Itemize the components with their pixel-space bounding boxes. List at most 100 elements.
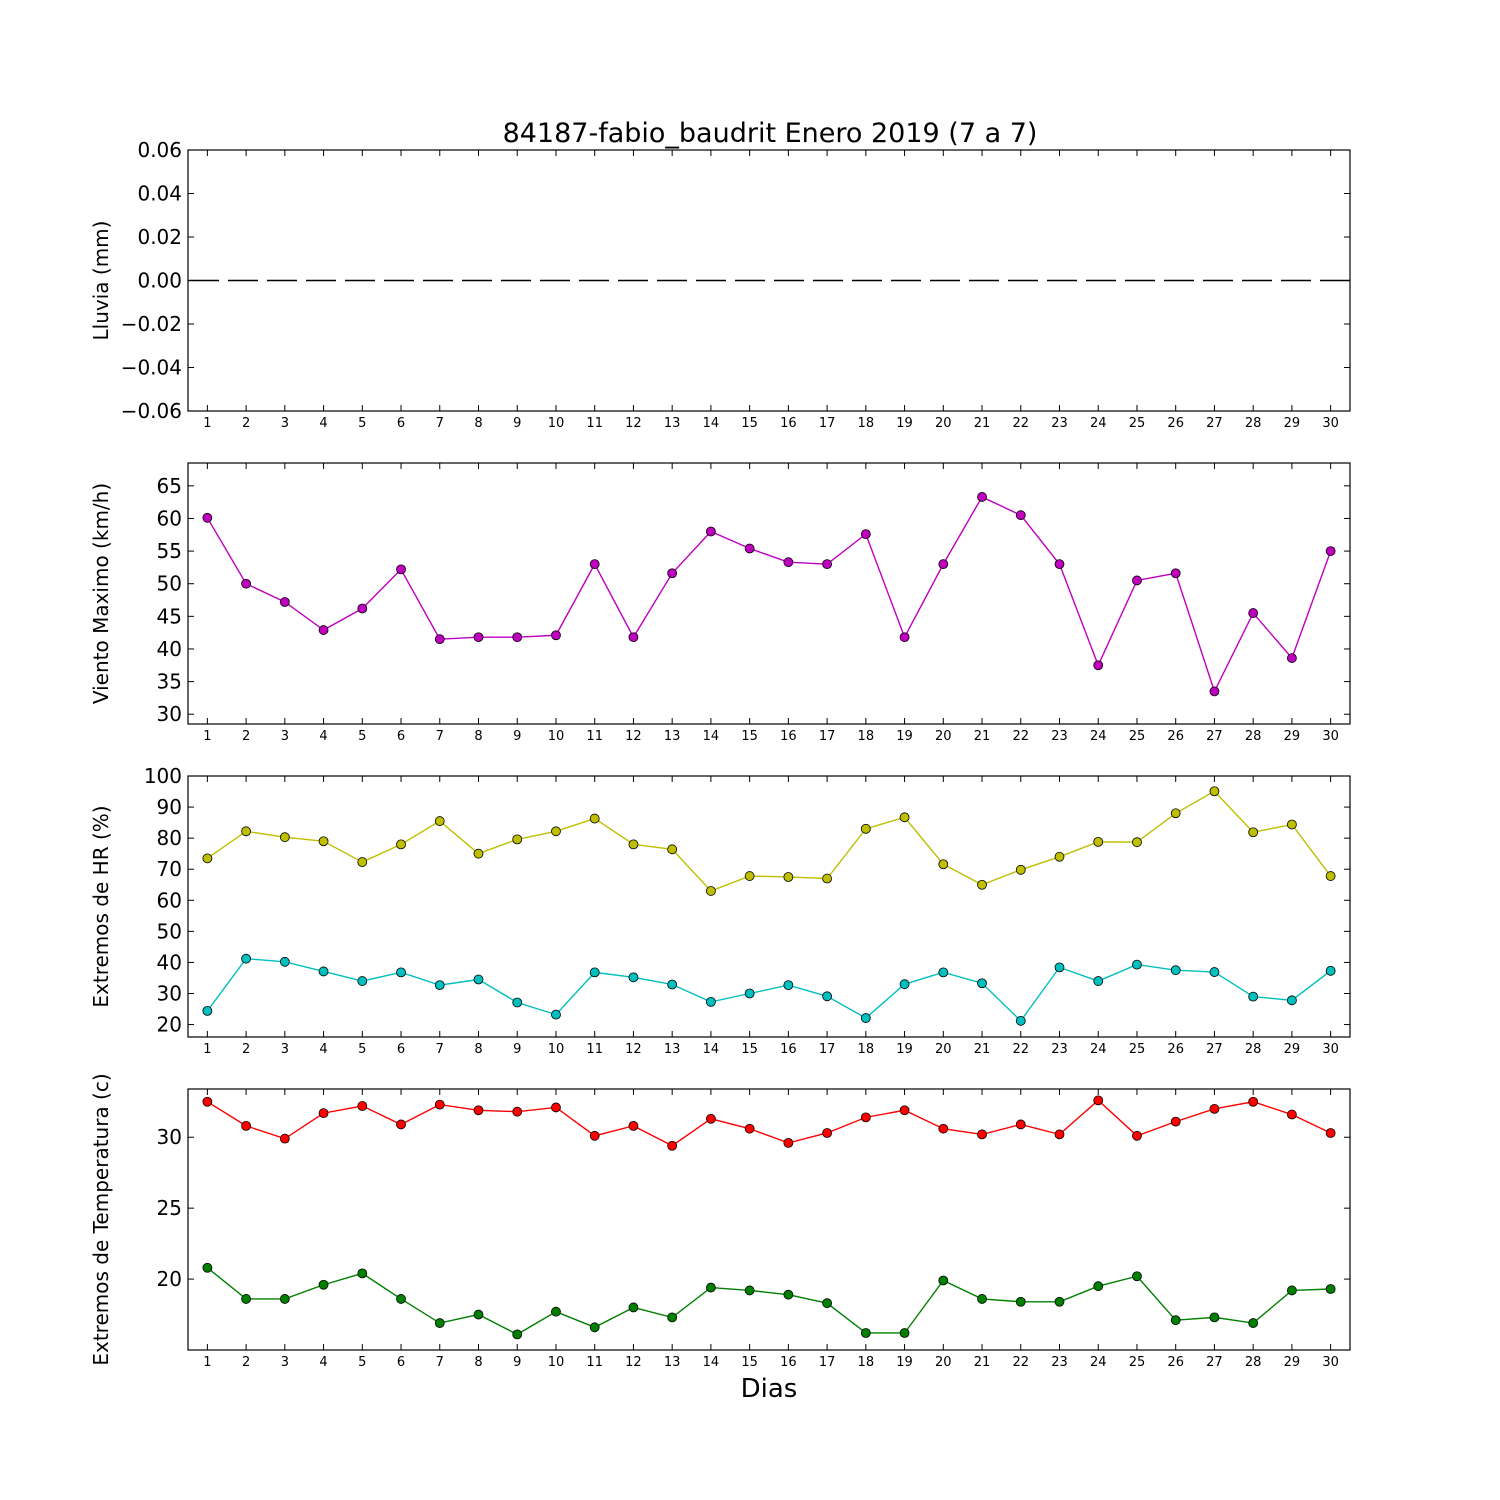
- xtick-label: 14: [703, 416, 720, 431]
- xtick-label: 4: [319, 729, 327, 744]
- data-point: [473, 632, 484, 643]
- xtick-label: 13: [664, 729, 681, 744]
- xtick-label: 19: [896, 729, 913, 744]
- xtick-label: 9: [513, 729, 521, 744]
- xtick-label: 22: [1012, 1042, 1029, 1057]
- xtick-label: 15: [741, 1042, 758, 1057]
- data-point: [1209, 786, 1220, 797]
- xtick-label: 14: [703, 1355, 720, 1370]
- data-point: [512, 632, 523, 643]
- xtick-label: 27: [1206, 1042, 1223, 1057]
- data-point: [1209, 1312, 1220, 1323]
- ytick-label: 100: [144, 764, 182, 788]
- data-point: [628, 1302, 639, 1313]
- data-point: [744, 871, 755, 881]
- xtick-label: 1: [203, 416, 211, 431]
- xtick-label: 28: [1245, 1042, 1262, 1057]
- xtick-label: 23: [1051, 1042, 1068, 1057]
- xtick-label: 30: [1322, 729, 1339, 744]
- ytick-label: 30: [157, 702, 182, 726]
- data-point: [938, 859, 949, 870]
- xtick-label: 24: [1090, 1042, 1107, 1057]
- data-point: [512, 1106, 523, 1117]
- data-point: [1209, 1103, 1220, 1114]
- ytick-label: −0.04: [121, 356, 182, 380]
- plot-frame-viento: [187, 462, 1351, 725]
- data-point: [434, 1318, 445, 1328]
- data-point: [473, 848, 484, 859]
- data-point: [1248, 827, 1259, 838]
- xtick-label: 18: [858, 1355, 875, 1370]
- xtick-label: 3: [281, 1042, 289, 1057]
- data-point: [1093, 976, 1104, 986]
- data-point: [318, 836, 329, 847]
- data-point: [396, 839, 406, 850]
- xtick-label: 22: [1012, 1355, 1029, 1370]
- xtick-label: 29: [1284, 1042, 1301, 1057]
- data-point: [1209, 686, 1220, 697]
- xtick-label: 6: [397, 729, 405, 744]
- xtick-label: 19: [896, 1355, 913, 1370]
- ytick-label: −0.02: [121, 312, 182, 336]
- data-point: [899, 979, 910, 990]
- xtick-label: 18: [858, 1042, 875, 1057]
- data-point: [899, 632, 910, 643]
- xtick-label: 30: [1322, 416, 1339, 431]
- xtick-label: 15: [741, 416, 758, 431]
- data-point: [357, 1101, 368, 1111]
- xtick-label: 7: [436, 416, 444, 431]
- series-line-temperatura-1: [206, 1267, 1331, 1336]
- ytick-label: 20: [157, 1267, 182, 1291]
- xtick-label: 28: [1245, 416, 1262, 431]
- data-point: [1170, 1116, 1181, 1127]
- panel-lluvia: 0.060.040.020.00−0.02−0.04−0.061 2 3 4 5 6 7 8 9…: [89, 138, 1351, 431]
- xtick-label: 27: [1206, 1355, 1223, 1370]
- xtick-label: 30: [1322, 1355, 1339, 1370]
- xtick-label: 9: [513, 1042, 521, 1057]
- data-point: [628, 1120, 639, 1131]
- xtick-label: 8: [474, 729, 482, 744]
- data-point: [1054, 962, 1065, 973]
- data-point: [783, 557, 794, 568]
- series-line-viento-0: [206, 496, 1332, 694]
- xtick-label: 2: [242, 729, 250, 744]
- xtick-label: 21: [974, 729, 991, 744]
- data-point: [357, 1268, 368, 1279]
- data-point: [1209, 967, 1220, 977]
- data-point: [783, 980, 794, 991]
- xtick-label: 20: [935, 729, 952, 744]
- xtick-label: 8: [474, 1042, 482, 1057]
- xtick-label: 2: [242, 1355, 250, 1370]
- ytick-label: 70: [157, 857, 182, 881]
- data-point: [1015, 1296, 1026, 1307]
- xtick-label: 17: [819, 729, 836, 744]
- xtick-label: 6: [397, 416, 405, 431]
- xtick-label: 7: [436, 1042, 444, 1057]
- data-point: [396, 1294, 406, 1304]
- xtick-label: 25: [1129, 416, 1146, 431]
- xtick-label: 20: [935, 1355, 952, 1370]
- xtick-label: 19: [896, 1042, 913, 1057]
- xtick-label: 5: [358, 416, 366, 431]
- data-point: [977, 1294, 987, 1304]
- data-point: [783, 1138, 794, 1148]
- data-point: [744, 988, 755, 999]
- data-point: [589, 813, 600, 824]
- data-point: [1170, 808, 1181, 819]
- xtick-label: 10: [548, 1042, 565, 1057]
- x-axis-label: Dias: [741, 1374, 798, 1404]
- data-point: [279, 1294, 290, 1304]
- ytick-label: 50: [157, 572, 182, 596]
- xtick-label: 11: [586, 416, 603, 431]
- xtick-label: 4: [319, 416, 327, 431]
- data-point: [744, 1123, 755, 1134]
- data-point: [551, 1009, 561, 1020]
- data-point: [628, 972, 639, 983]
- data-point: [551, 1306, 561, 1317]
- data-point: [1287, 819, 1297, 830]
- data-point: [1325, 1284, 1336, 1294]
- xtick-label: 22: [1012, 416, 1029, 431]
- xtick-label: 24: [1090, 729, 1107, 744]
- data-point: [589, 967, 600, 978]
